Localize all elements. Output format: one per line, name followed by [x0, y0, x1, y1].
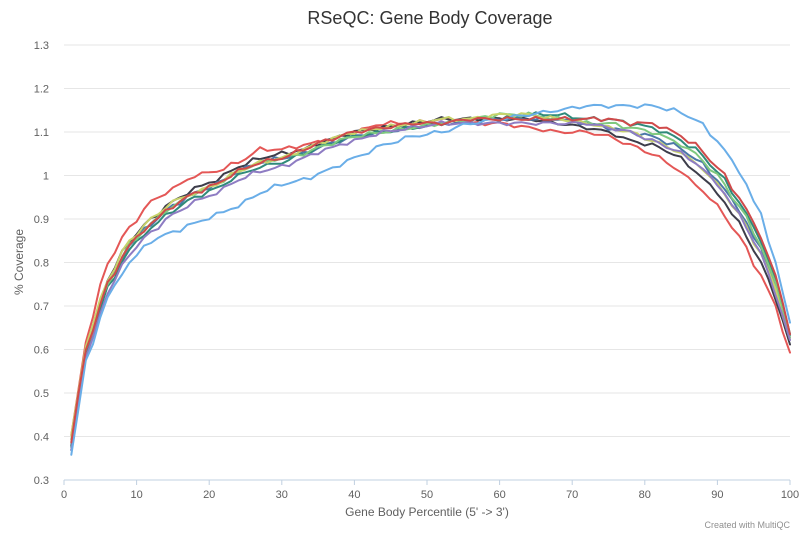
y-tick-label: 1.1	[34, 127, 49, 139]
series-line-5[interactable]	[70, 111, 791, 441]
series-line-3[interactable]	[70, 115, 791, 452]
gridlines	[64, 44, 790, 481]
y-tick-label: 1.2	[34, 84, 49, 96]
x-tick-label: 70	[566, 489, 578, 501]
series-line-2[interactable]	[70, 116, 791, 447]
y-tick-label: 1	[43, 171, 49, 183]
series-line-7[interactable]	[70, 120, 791, 451]
y-tick-label: 0.6	[34, 345, 49, 357]
credit-text: Created with MultiQC	[704, 520, 790, 530]
y-tick-label: 0.3	[34, 475, 49, 487]
y-tick-label: 0.4	[34, 432, 49, 444]
y-axis-ticks: 0.3 0.4 0.5 0.6 0.7 0.8 0.9 1 1.1 1.2 1.3	[34, 40, 49, 487]
y-tick-label: 1.3	[34, 40, 49, 52]
x-tick-label: 40	[348, 489, 360, 501]
x-axis-ticks: 0 10 20 30 40 50 60 70 80 90 100	[61, 480, 799, 501]
x-tick-label: 100	[781, 489, 799, 501]
y-tick-label: 0.9	[34, 214, 49, 226]
plot-area	[70, 103, 791, 456]
x-tick-label: 80	[639, 489, 651, 501]
x-tick-label: 50	[421, 489, 433, 501]
y-tick-label: 0.8	[34, 258, 49, 270]
series-line-8[interactable]	[70, 103, 791, 456]
series-line-4[interactable]	[70, 111, 791, 448]
x-tick-label: 0	[61, 489, 67, 501]
chart-title: RSeQC: Gene Body Coverage	[307, 8, 552, 28]
series-line-6[interactable]	[70, 112, 791, 437]
y-tick-label: 0.7	[34, 301, 49, 313]
y-axis-label: % Coverage	[12, 229, 26, 295]
series-line-1[interactable]	[70, 116, 791, 436]
x-tick-label: 30	[276, 489, 288, 501]
x-axis-label: Gene Body Percentile (5' -> 3')	[345, 505, 509, 519]
x-tick-label: 90	[711, 489, 723, 501]
x-tick-label: 60	[493, 489, 505, 501]
x-tick-label: 10	[130, 489, 142, 501]
x-tick-label: 20	[203, 489, 215, 501]
series-line-9[interactable]	[70, 115, 791, 444]
y-tick-label: 0.5	[34, 388, 49, 400]
